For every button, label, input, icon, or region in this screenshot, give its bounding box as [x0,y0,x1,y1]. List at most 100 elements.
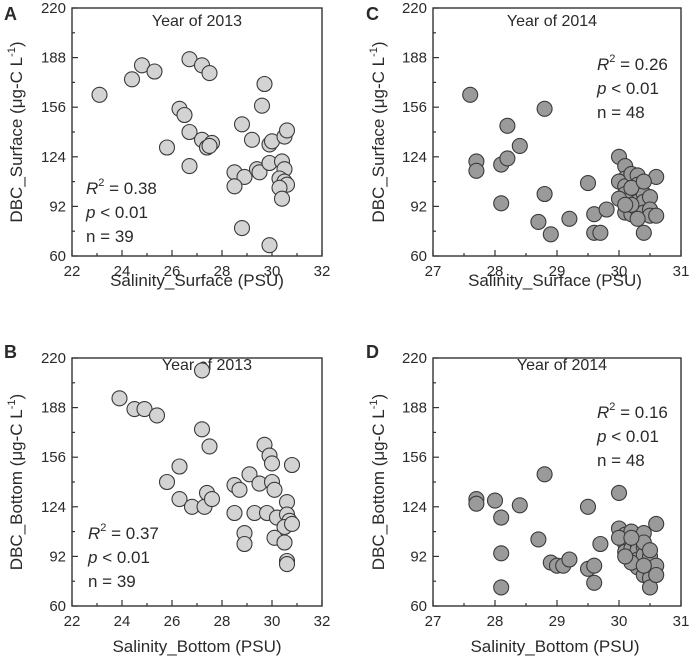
scatter-point [266,481,283,498]
x-tick-label: 26 [164,263,181,280]
y-tick-label: 124 [41,499,66,516]
chart-title: Year of 2013 [152,13,242,30]
y-tick-label: 92 [410,548,427,565]
y-axis-label: DBC_Surface (μg-C L-1) [368,41,388,222]
scatter-point [579,498,597,515]
scatter-point [511,497,528,514]
chart-title: Year of 2014 [507,13,597,30]
y-tick-label: 60 [49,248,66,265]
y-tick-label: 92 [49,198,66,215]
scatter-point [283,515,301,532]
scatter-point [158,473,176,491]
scatter-points [111,362,301,573]
scatter-point [201,438,218,455]
scatter-point [635,224,652,241]
scatter-point [278,122,296,139]
x-axis-label: Salinity_Surface (PSU) [468,271,642,290]
scatter-point [610,484,628,501]
scatter-point [499,117,516,134]
y-tick-label: 188 [41,400,66,417]
r-squared-text: R2 = 0.37 [88,522,159,543]
scatter-point [276,534,293,551]
scatter-point [530,531,547,548]
x-tick-label: 22 [64,613,81,630]
panel-a: A Year of 2013 Salinity_Surface (PSU) DB… [4,0,330,290]
scatter-points [462,86,665,243]
scatter-point [592,535,609,553]
scatter-point [623,529,640,546]
axis-ticks: 27 28 29 30 31 60 92 124 156 188 220 [402,0,689,280]
scatter-point [193,421,211,438]
scatter-point [181,158,198,175]
x-tick-label: 28 [487,613,504,630]
panel-label: B [4,342,17,362]
n-text: n = 39 [86,227,134,246]
x-tick-label: 30 [611,263,628,280]
panel-label: D [366,342,379,362]
stats-annotation: R2 = 0.37 p < 0.01 n = 39 [87,522,159,591]
y-tick-label: 60 [410,598,427,615]
x-tick-label: 28 [487,263,504,280]
panel-b: B Year of 2013 Salinity_Bottom (PSU) DBC… [4,342,330,656]
scatter-point [273,190,291,207]
scatter-point [579,175,597,192]
scatter-point [493,509,510,526]
y-tick-label: 188 [41,50,66,67]
y-axis-label: DBC_Bottom (μg-C L-1) [6,394,26,570]
scatter-points [91,51,296,254]
x-tick-label: 31 [673,613,690,630]
x-tick-label: 28 [214,613,231,630]
scatter-point [261,237,278,254]
scatter-point [111,390,128,407]
y-axis-label: DBC_Bottom (μg-C L-1) [368,394,388,570]
scatter-point [203,491,221,508]
scatter-point [181,123,198,141]
scatter-point [641,542,659,559]
scatter-point [635,173,652,190]
x-tick-label: 30 [611,613,628,630]
y-tick-label: 220 [402,0,427,17]
p-value-text: p < 0.01 [596,79,659,98]
scatter-point [635,557,652,574]
scatter-point [253,97,271,114]
y-tick-label: 124 [402,499,427,516]
scatter-point [586,574,603,591]
n-text: n = 48 [597,103,645,122]
scatter-point [462,86,479,103]
y-tick-label: 188 [402,50,427,67]
axis-ticks: 27 28 29 30 31 60 92 124 156 188 220 [402,350,689,630]
y-tick-label: 124 [402,149,427,166]
panel-d: D Year of 2014 Salinity_Bottom (PSU) DBC… [366,342,689,656]
p-value-text: p < 0.01 [85,203,148,222]
scatter-point [201,137,218,154]
scatter-point [629,210,646,227]
x-tick-label: 22 [64,263,81,280]
scatter-point [561,551,578,568]
x-tick-label: 30 [264,263,281,280]
y-tick-label: 220 [41,350,66,367]
scatter-point [493,195,510,212]
r-squared-text: R2 = 0.38 [86,177,157,198]
scatter-point [648,515,665,532]
x-tick-label: 29 [549,613,566,630]
y-tick-label: 188 [402,400,427,417]
scatter-point [123,71,141,88]
scatter-point [283,456,301,474]
scatter-point [486,492,504,509]
y-tick-label: 156 [402,449,427,466]
p-value-text: p < 0.01 [596,427,659,446]
y-tick-label: 60 [49,598,66,615]
scatter-point [530,213,547,230]
scatter-point [586,557,603,574]
scatter-point [226,504,243,522]
x-tick-label: 24 [114,263,131,280]
x-tick-label: 31 [673,263,690,280]
scatter-point [648,566,665,584]
scatter-point [241,466,258,483]
scatter-point [536,100,553,117]
x-tick-label: 26 [164,613,181,630]
scatter-point [493,545,510,562]
r-squared-text: R2 = 0.26 [597,53,668,74]
y-tick-label: 220 [41,0,66,17]
y-tick-label: 92 [49,548,66,565]
